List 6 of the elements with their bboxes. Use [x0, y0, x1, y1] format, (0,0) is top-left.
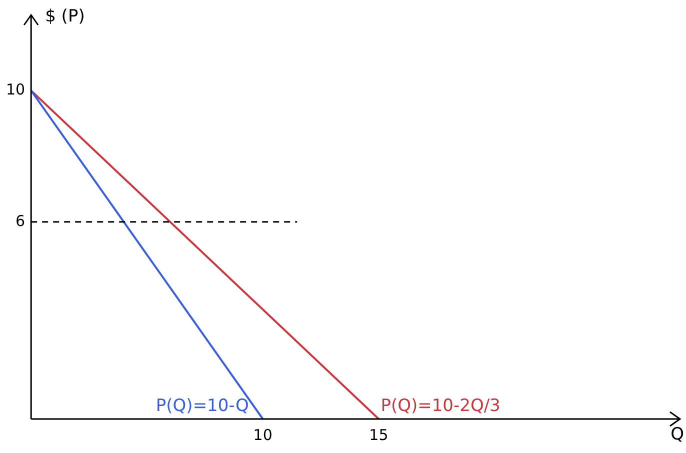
- series-label: P(Q)=10-2Q/3: [380, 396, 500, 416]
- y-axis-title: $ (P): [45, 6, 85, 26]
- series-label: P(Q)=10-Q: [156, 396, 249, 416]
- y-tick-label: 6: [16, 212, 26, 230]
- x-tick-label: 15: [369, 426, 388, 444]
- x-axis-title: Q: [670, 424, 684, 444]
